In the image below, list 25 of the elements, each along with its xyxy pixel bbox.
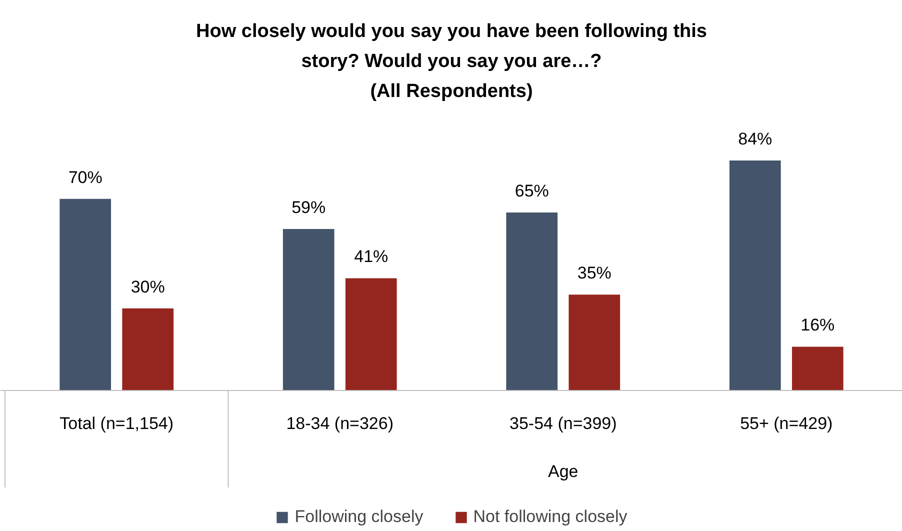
chart-title: How closely would you say you have been following this story? Would you say you are…?: [196, 21, 707, 72]
x-tick-label: 55+ (n=429): [740, 414, 833, 433]
data-label: 65%: [514, 182, 549, 201]
data-label: 30%: [130, 277, 165, 296]
data-label: 59%: [292, 198, 326, 217]
x-tick-label: 35-54 (n=399): [510, 414, 617, 433]
data-label: 84%: [738, 130, 772, 148]
x-tick-label: Total (n=1,154): [60, 414, 174, 433]
data-label: 16%: [800, 316, 835, 335]
bar: [122, 308, 174, 390]
legend-label: Following closely: [294, 507, 424, 527]
data-label: 35%: [577, 264, 612, 283]
bar: [345, 278, 397, 390]
bar: [792, 346, 844, 390]
data-label: 70%: [68, 168, 102, 187]
x-tick-label: 18-34 (n=326): [286, 414, 394, 433]
bar: [568, 294, 620, 390]
bar: [60, 198, 112, 390]
legend-label: Not following closely: [473, 507, 628, 527]
bar: [282, 228, 334, 390]
chart-subtitle: (All Respondents): [370, 81, 533, 102]
bar: [729, 160, 781, 390]
text: Age: [548, 462, 578, 481]
data-label: 41%: [354, 247, 388, 266]
bar: [506, 212, 558, 390]
